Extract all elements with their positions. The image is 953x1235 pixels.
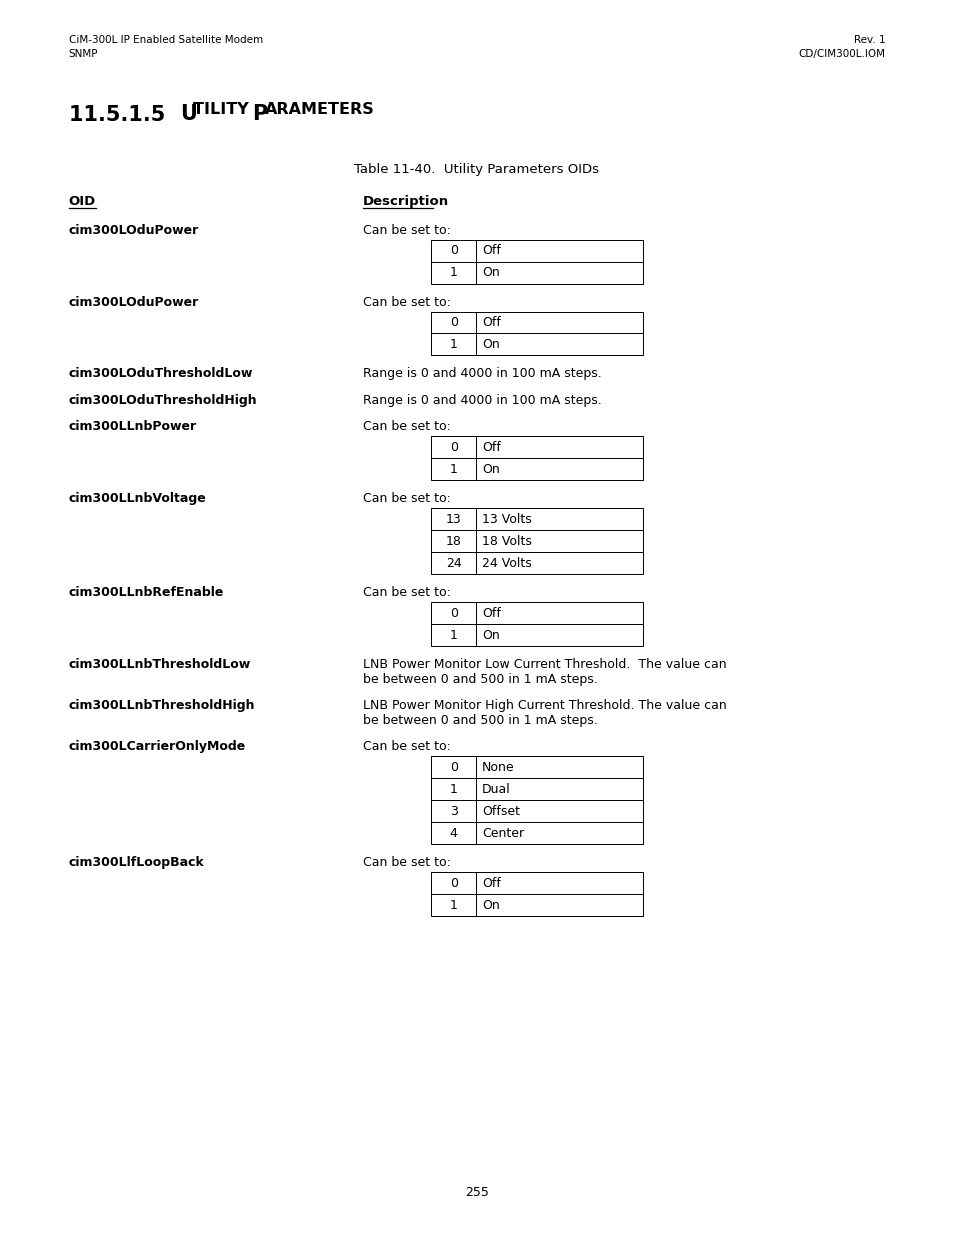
Text: On: On bbox=[481, 463, 499, 475]
Text: Off: Off bbox=[481, 877, 500, 889]
Text: Can be set to:: Can be set to: bbox=[362, 740, 450, 753]
Text: Off: Off bbox=[481, 606, 500, 620]
Text: cim300LlfLoopBack: cim300LlfLoopBack bbox=[69, 856, 204, 869]
Text: 13: 13 bbox=[445, 513, 461, 526]
Text: 13 Volts: 13 Volts bbox=[481, 513, 531, 526]
Text: 3: 3 bbox=[449, 805, 457, 818]
Text: cim300LLnbRefEnable: cim300LLnbRefEnable bbox=[69, 587, 224, 599]
Text: 1: 1 bbox=[449, 266, 457, 279]
Text: 18: 18 bbox=[445, 535, 461, 548]
Text: Offset: Offset bbox=[481, 805, 519, 818]
Text: 0: 0 bbox=[449, 245, 457, 257]
Bar bbox=[431, 311, 642, 356]
Bar bbox=[431, 872, 642, 916]
Text: cim300LLnbPower: cim300LLnbPower bbox=[69, 420, 196, 433]
Text: cim300LOduThresholdHigh: cim300LOduThresholdHigh bbox=[69, 394, 257, 408]
Bar bbox=[431, 603, 642, 646]
Text: On: On bbox=[481, 629, 499, 642]
Text: On: On bbox=[481, 899, 499, 911]
Text: CiM-300L IP Enabled Satellite Modem: CiM-300L IP Enabled Satellite Modem bbox=[69, 35, 262, 44]
Text: Can be set to:: Can be set to: bbox=[362, 420, 450, 433]
Text: Off: Off bbox=[481, 316, 500, 329]
Bar bbox=[431, 509, 642, 574]
Text: Center: Center bbox=[481, 826, 523, 840]
Text: Can be set to:: Can be set to: bbox=[362, 224, 450, 237]
Text: cim300LOduPower: cim300LOduPower bbox=[69, 224, 199, 237]
Text: Table 11-40.  Utility Parameters OIDs: Table 11-40. Utility Parameters OIDs bbox=[355, 163, 598, 177]
Text: Can be set to:: Can be set to: bbox=[362, 587, 450, 599]
Text: Off: Off bbox=[481, 441, 500, 454]
Text: Can be set to:: Can be set to: bbox=[362, 493, 450, 505]
Text: Description: Description bbox=[362, 195, 448, 209]
Text: Dual: Dual bbox=[481, 783, 510, 795]
Text: U: U bbox=[179, 104, 196, 124]
Text: CD/CIM300L.IOM: CD/CIM300L.IOM bbox=[798, 49, 884, 59]
Text: Rev. 1: Rev. 1 bbox=[853, 35, 884, 44]
Text: 0: 0 bbox=[449, 441, 457, 454]
Text: 11.5.1.5: 11.5.1.5 bbox=[69, 105, 172, 125]
Text: 1: 1 bbox=[449, 899, 457, 911]
Bar bbox=[431, 756, 642, 845]
Text: 18 Volts: 18 Volts bbox=[481, 535, 532, 548]
Text: 0: 0 bbox=[449, 761, 457, 774]
Text: 1: 1 bbox=[449, 463, 457, 475]
Text: OID: OID bbox=[69, 195, 96, 209]
Text: be between 0 and 500 in 1 mA steps.: be between 0 and 500 in 1 mA steps. bbox=[362, 714, 597, 727]
Text: 24 Volts: 24 Volts bbox=[481, 557, 531, 569]
Text: Can be set to:: Can be set to: bbox=[362, 295, 450, 309]
Text: 1: 1 bbox=[449, 783, 457, 795]
Text: 0: 0 bbox=[449, 316, 457, 329]
Text: cim300LCarrierOnlyMode: cim300LCarrierOnlyMode bbox=[69, 740, 246, 753]
Text: 255: 255 bbox=[464, 1186, 489, 1199]
Text: TILITY: TILITY bbox=[193, 103, 253, 117]
Text: 0: 0 bbox=[449, 877, 457, 889]
Text: ARAMETERS: ARAMETERS bbox=[264, 103, 374, 117]
Text: On: On bbox=[481, 266, 499, 279]
Text: None: None bbox=[481, 761, 514, 774]
Text: cim300LLnbThresholdHigh: cim300LLnbThresholdHigh bbox=[69, 699, 254, 713]
Bar bbox=[431, 240, 642, 284]
Text: Range is 0 and 4000 in 100 mA steps.: Range is 0 and 4000 in 100 mA steps. bbox=[362, 394, 600, 408]
Text: LNB Power Monitor Low Current Threshold.  The value can: LNB Power Monitor Low Current Threshold.… bbox=[362, 658, 725, 672]
Text: LNB Power Monitor High Current Threshold. The value can: LNB Power Monitor High Current Threshold… bbox=[362, 699, 725, 713]
Text: 4: 4 bbox=[449, 826, 457, 840]
Text: SNMP: SNMP bbox=[69, 49, 98, 59]
Bar bbox=[431, 436, 642, 480]
Text: 1: 1 bbox=[449, 629, 457, 642]
Text: 0: 0 bbox=[449, 606, 457, 620]
Text: 24: 24 bbox=[445, 557, 461, 569]
Text: On: On bbox=[481, 338, 499, 351]
Text: cim300LLnbThresholdLow: cim300LLnbThresholdLow bbox=[69, 658, 251, 672]
Text: be between 0 and 500 in 1 mA steps.: be between 0 and 500 in 1 mA steps. bbox=[362, 673, 597, 685]
Text: P: P bbox=[252, 104, 267, 124]
Text: 1: 1 bbox=[449, 338, 457, 351]
Text: cim300LLnbVoltage: cim300LLnbVoltage bbox=[69, 493, 206, 505]
Text: cim300LOduThresholdLow: cim300LOduThresholdLow bbox=[69, 368, 253, 380]
Text: Off: Off bbox=[481, 245, 500, 257]
Text: cim300LOduPower: cim300LOduPower bbox=[69, 295, 199, 309]
Text: Can be set to:: Can be set to: bbox=[362, 856, 450, 869]
Text: Range is 0 and 4000 in 100 mA steps.: Range is 0 and 4000 in 100 mA steps. bbox=[362, 368, 600, 380]
